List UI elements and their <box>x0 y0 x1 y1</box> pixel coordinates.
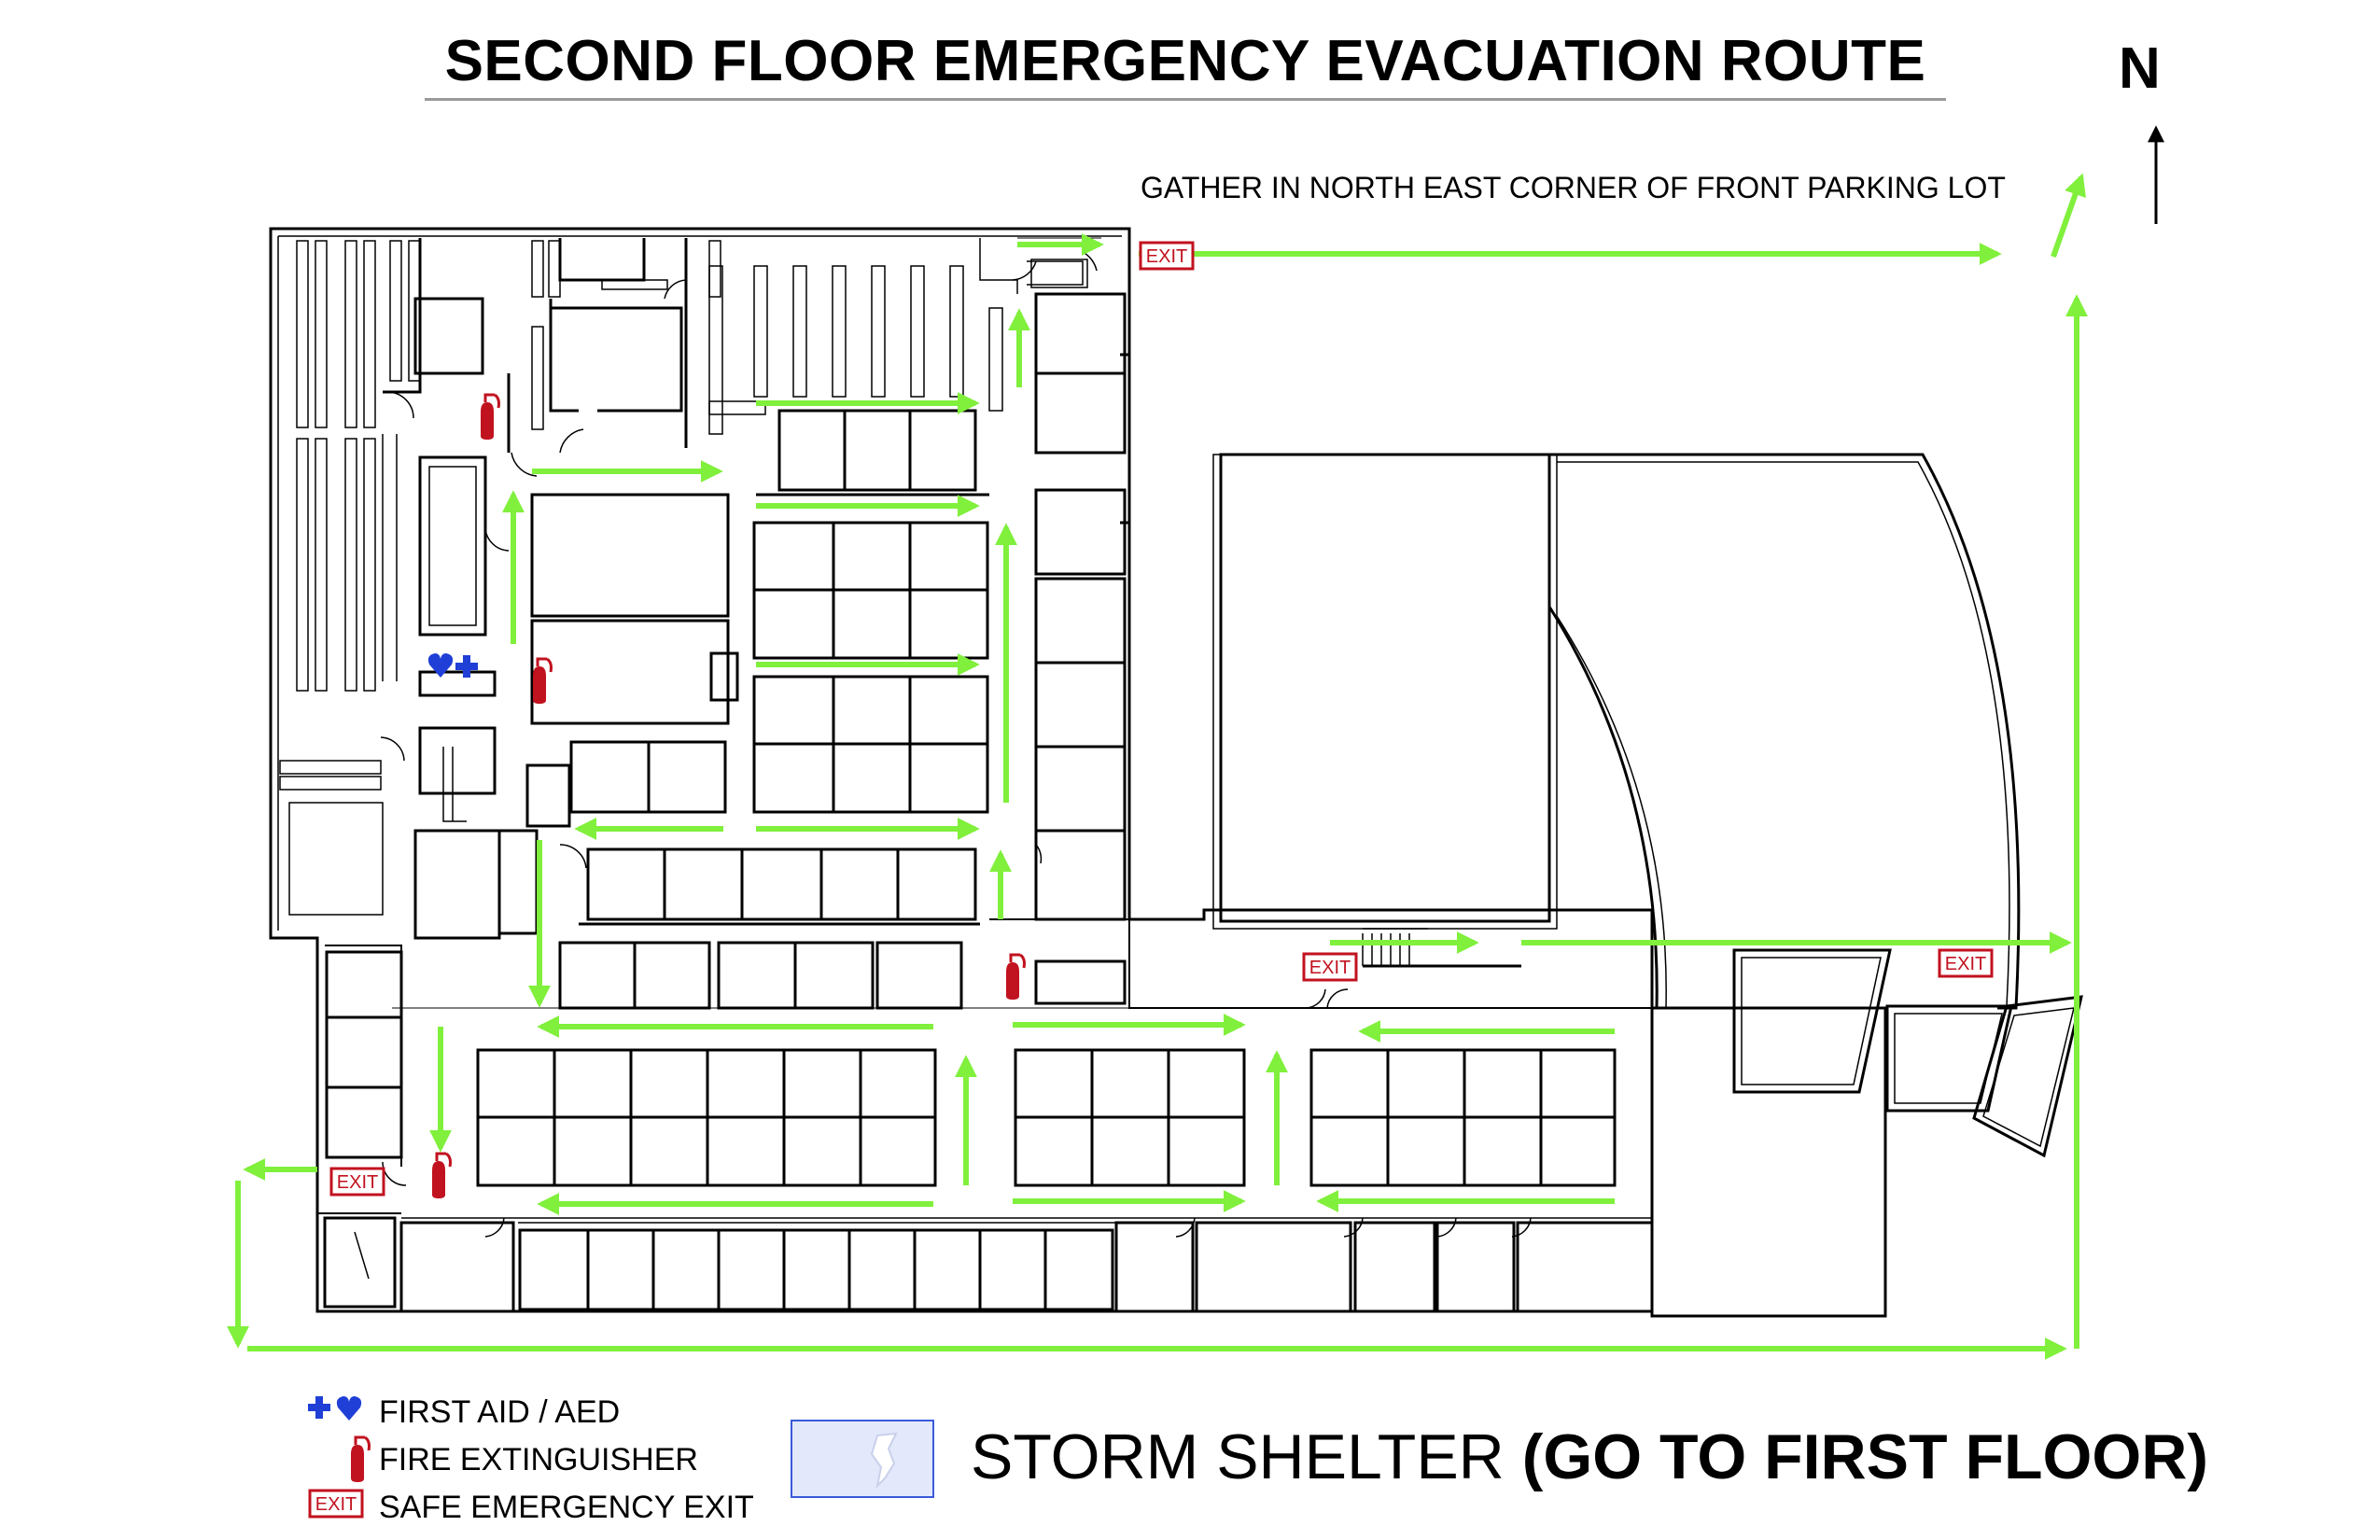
storm-shelter-icon <box>791 1420 934 1498</box>
door-swings <box>380 251 1532 1238</box>
legend-storm-shelter-note: (GO TO FIRST FLOOR) <box>1521 1421 2209 1492</box>
legend-storm-shelter: STORM SHELTER (GO TO FIRST FLOOR) <box>971 1421 2208 1493</box>
page-title: SECOND FLOOR EMERGENCY EVACUATION ROUTE <box>425 28 1946 101</box>
fire-extinguisher-icon <box>479 393 500 441</box>
first-aid-aed-marker <box>427 653 478 678</box>
svg-text:EXIT: EXIT <box>337 1172 378 1193</box>
fire-extinguisher-icon <box>1004 953 1026 1001</box>
exit-sign-icon: EXIT <box>1302 952 1358 982</box>
open-office-desks <box>279 240 766 916</box>
aed-icon <box>427 653 454 678</box>
svg-text:EXIT: EXIT <box>1309 958 1351 978</box>
legend-first-aid-label: FIRST AID / AED <box>379 1394 621 1430</box>
legend-safe-exit-label: SAFE EMERGENCY EXIT <box>379 1490 754 1525</box>
first-aid-icon <box>308 1396 330 1419</box>
svg-text:EXIT: EXIT <box>315 1494 357 1515</box>
first-aid-icon <box>455 655 478 678</box>
office-rooms <box>323 237 1129 1309</box>
exit-signs: EXIT EXIT EXIT EXIT <box>329 241 1994 1197</box>
evacuation-route <box>227 173 2088 1360</box>
exit-sign-icon: EXIT <box>329 1167 385 1197</box>
svg-text:EXIT: EXIT <box>1146 246 1187 267</box>
legend-fire-extinguisher-label: FIRE EXTINGUISHER <box>379 1442 698 1477</box>
fire-extinguisher-icon <box>349 1435 371 1484</box>
north-storage-rows <box>684 238 1018 448</box>
exit-sign-icon: EXIT <box>1139 241 1195 271</box>
legend-storm-shelter-label: STORM SHELTER <box>971 1421 1505 1492</box>
exit-sign-icon: EXIT <box>1938 948 1994 978</box>
exit-sign-icon: EXIT <box>308 1489 364 1519</box>
svg-text:EXIT: EXIT <box>1945 954 1986 974</box>
cubicle-banks <box>399 1048 1654 1313</box>
stairs <box>442 259 1521 968</box>
aed-icon <box>336 1396 362 1421</box>
legend-icons: EXIT <box>308 1396 934 1519</box>
building-walls <box>269 227 2083 1318</box>
route-arrow <box>2051 173 2086 258</box>
fire-extinguisher-icon <box>531 657 553 706</box>
fire-extinguisher-icon <box>430 1152 452 1200</box>
north-label: N <box>2119 36 2161 101</box>
gathering-point-note: GATHER IN NORTH EAST CORNER OF FRONT PAR… <box>1141 171 2006 204</box>
